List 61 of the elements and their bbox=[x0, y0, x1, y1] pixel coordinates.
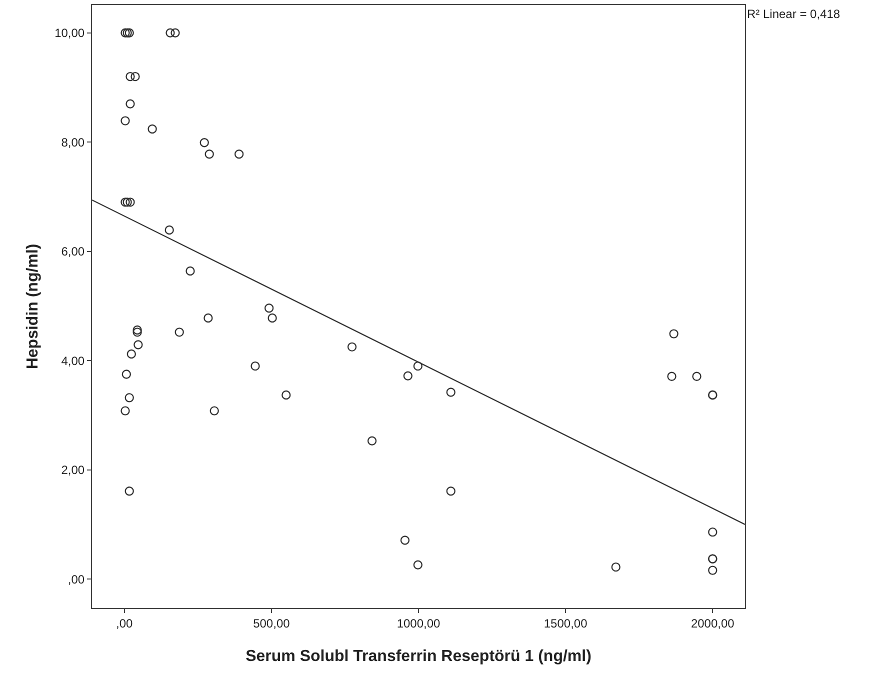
point bbox=[120, 28, 130, 38]
point bbox=[413, 361, 423, 371]
point bbox=[250, 361, 260, 371]
point bbox=[124, 486, 134, 496]
y-tick-label: 2,00 bbox=[61, 463, 85, 478]
text: R² Linear = 0,418 bbox=[747, 7, 840, 21]
point bbox=[124, 28, 134, 38]
point bbox=[174, 328, 184, 337]
y-axis-title: Hepsidin (ng/ml) bbox=[24, 244, 42, 370]
x-axis-title: Serum Solubl Transferrin Reseptörü 1 (ng/ml) bbox=[246, 648, 592, 666]
point bbox=[120, 406, 130, 416]
point bbox=[126, 99, 135, 108]
point bbox=[367, 436, 377, 446]
point bbox=[204, 150, 214, 159]
point bbox=[122, 370, 132, 379]
point bbox=[122, 28, 132, 38]
point bbox=[403, 371, 413, 380]
point bbox=[708, 527, 718, 537]
y-tick-label: 6,00 bbox=[61, 244, 85, 259]
point bbox=[708, 566, 718, 575]
point bbox=[120, 116, 130, 126]
point bbox=[120, 198, 130, 207]
point bbox=[132, 325, 142, 335]
point bbox=[234, 150, 244, 159]
x-tick-label: 1500,00 bbox=[544, 616, 588, 630]
point bbox=[264, 304, 274, 313]
point bbox=[204, 313, 213, 323]
point bbox=[170, 28, 180, 38]
x-tick-label: 500,00 bbox=[253, 616, 290, 630]
x-tick-label: 1000,00 bbox=[396, 616, 441, 630]
y-tick-label: 4,00 bbox=[61, 354, 85, 368]
point bbox=[124, 393, 134, 402]
y-tick-label: ,00 bbox=[68, 572, 85, 586]
point bbox=[126, 198, 135, 207]
point bbox=[400, 536, 410, 545]
point bbox=[446, 388, 456, 397]
point bbox=[413, 560, 423, 570]
y-tick-label: 10,00 bbox=[54, 26, 85, 40]
point bbox=[166, 28, 175, 38]
point bbox=[126, 349, 136, 359]
y-tick-label: 8,00 bbox=[61, 135, 85, 150]
x-tick-label: 2000,00 bbox=[690, 616, 735, 630]
point bbox=[268, 313, 277, 323]
point bbox=[347, 342, 357, 352]
point bbox=[126, 72, 135, 82]
point bbox=[611, 562, 620, 572]
point bbox=[692, 372, 702, 382]
point bbox=[667, 372, 676, 382]
point bbox=[282, 390, 291, 400]
point bbox=[122, 198, 132, 207]
point bbox=[210, 406, 219, 416]
point bbox=[200, 138, 209, 148]
point bbox=[130, 72, 140, 82]
point bbox=[164, 225, 174, 235]
point bbox=[186, 266, 195, 276]
point bbox=[132, 328, 142, 337]
point bbox=[134, 340, 143, 350]
point bbox=[446, 486, 456, 496]
point bbox=[148, 124, 157, 134]
point bbox=[669, 329, 678, 338]
x-tick-label: ,00 bbox=[116, 616, 134, 630]
